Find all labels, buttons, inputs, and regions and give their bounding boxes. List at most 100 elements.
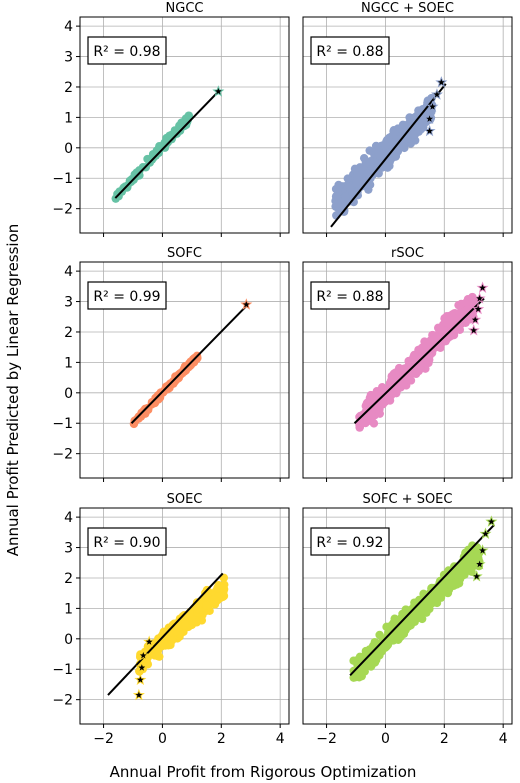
data-point	[384, 632, 394, 641]
r2-label: R² = 0.99	[93, 289, 160, 305]
ticks	[326, 233, 504, 237]
star-marker	[426, 115, 433, 122]
x-tick-label: −2	[316, 731, 337, 747]
data-point	[346, 184, 355, 194]
data-point	[166, 640, 175, 650]
data-point	[369, 419, 379, 428]
panel-5: −2 0 2 4 SOFC + SOEC R² = 0.92	[302, 492, 513, 747]
y-tick-label: −2	[52, 447, 73, 463]
y-tick-label: 2	[64, 325, 73, 341]
x-tick-label: 4	[276, 731, 285, 747]
data-point	[449, 330, 458, 340]
star-marker	[476, 294, 484, 302]
data-point	[396, 629, 406, 638]
star-marker	[487, 518, 495, 525]
y-tick-label: 1	[64, 355, 73, 371]
panel-4: −2 −1 0 1 2 3 4 −2 0 2 4 SOEC R² = 0.90	[52, 492, 290, 747]
r2-label: R² = 0.92	[316, 535, 383, 551]
star-markers	[470, 515, 498, 582]
scatter-points	[331, 93, 437, 220]
data-point	[416, 122, 426, 132]
data-point	[350, 164, 360, 174]
x-tick-label: 0	[381, 731, 390, 747]
data-point	[366, 412, 376, 421]
y-tick-label: 4	[64, 19, 73, 35]
star-marker	[242, 300, 250, 308]
y-tick-label: 3	[64, 295, 73, 311]
panel-frame	[79, 507, 290, 725]
regression-line	[107, 572, 224, 696]
data-point	[430, 593, 439, 603]
data-point	[468, 294, 477, 304]
panel-2: −2 −1 0 1 2 3 4 SOFC R² = 0.99	[52, 246, 290, 482]
panels: −2 −1 0 1 2 3 4 NGCC R² = 0.98 NGCC + SOEC R² = 0.…	[52, 1, 513, 747]
data-point	[454, 579, 464, 588]
ticks	[326, 478, 504, 482]
r2-box	[310, 36, 390, 65]
y-tick-label: −1	[52, 416, 73, 432]
r2-box	[87, 281, 167, 310]
data-point	[426, 95, 436, 104]
panel-frame	[302, 261, 513, 479]
panel-title: SOFC	[167, 246, 202, 261]
star-marker	[429, 103, 436, 110]
panel-frame	[302, 16, 513, 234]
data-point	[422, 608, 431, 617]
data-point	[455, 570, 465, 579]
panel-frame	[79, 16, 290, 234]
r2-label: R² = 0.90	[93, 535, 160, 551]
y-tick-label: 3	[64, 541, 73, 557]
r2-box	[87, 36, 167, 65]
y-tick-label: 4	[64, 510, 73, 526]
y-tick-label: 0	[64, 632, 73, 648]
data-point	[363, 404, 372, 414]
data-point	[341, 192, 350, 202]
star-marker	[145, 638, 153, 645]
data-point	[432, 341, 442, 350]
figure-xlabel: Annual Profit from Rigorous Optimization	[110, 763, 417, 781]
data-point	[398, 142, 407, 151]
y-tick-label: −1	[52, 662, 73, 678]
data-point	[382, 622, 391, 632]
star-marker	[437, 78, 445, 86]
star-markers	[467, 281, 489, 336]
data-point	[358, 655, 368, 665]
data-point	[398, 609, 407, 619]
y-tick-label: −2	[52, 202, 73, 218]
panel-title: SOFC + SOEC	[363, 492, 453, 507]
panel-frame	[79, 261, 290, 479]
data-point	[366, 390, 376, 400]
star-marker	[474, 305, 482, 313]
r2-label: R² = 0.98	[93, 44, 160, 60]
y-tick-label: −1	[52, 171, 73, 187]
data-point	[210, 594, 219, 604]
star-marker	[470, 326, 478, 334]
panel-title: NGCC	[166, 1, 204, 16]
scatter-points	[349, 541, 484, 682]
panel-0: −2 −1 0 1 2 3 4 NGCC R² = 0.98	[52, 1, 290, 237]
panel-1: NGCC + SOEC R² = 0.88	[302, 1, 513, 237]
x-tick-label: 2	[440, 731, 449, 747]
x-tick-label: 0	[158, 731, 167, 747]
data-point	[358, 668, 367, 677]
star-marker	[471, 316, 479, 323]
data-point	[473, 549, 482, 559]
star-markers	[240, 298, 253, 310]
y-tick-label: 1	[64, 110, 73, 126]
data-point	[375, 151, 385, 161]
ticks	[76, 25, 281, 237]
regression-line	[114, 90, 220, 199]
panel-frame	[302, 507, 513, 725]
star-markers	[212, 85, 225, 97]
data-point	[365, 180, 375, 189]
star-markers	[132, 635, 156, 701]
data-point	[381, 141, 390, 150]
star-marker	[135, 691, 143, 699]
star-marker	[136, 676, 144, 683]
data-point	[409, 130, 418, 139]
panel-3: rSOC R² = 0.88	[302, 246, 513, 482]
regression-line	[130, 302, 250, 424]
star-marker	[479, 284, 486, 291]
y-tick-label: 2	[64, 571, 73, 587]
